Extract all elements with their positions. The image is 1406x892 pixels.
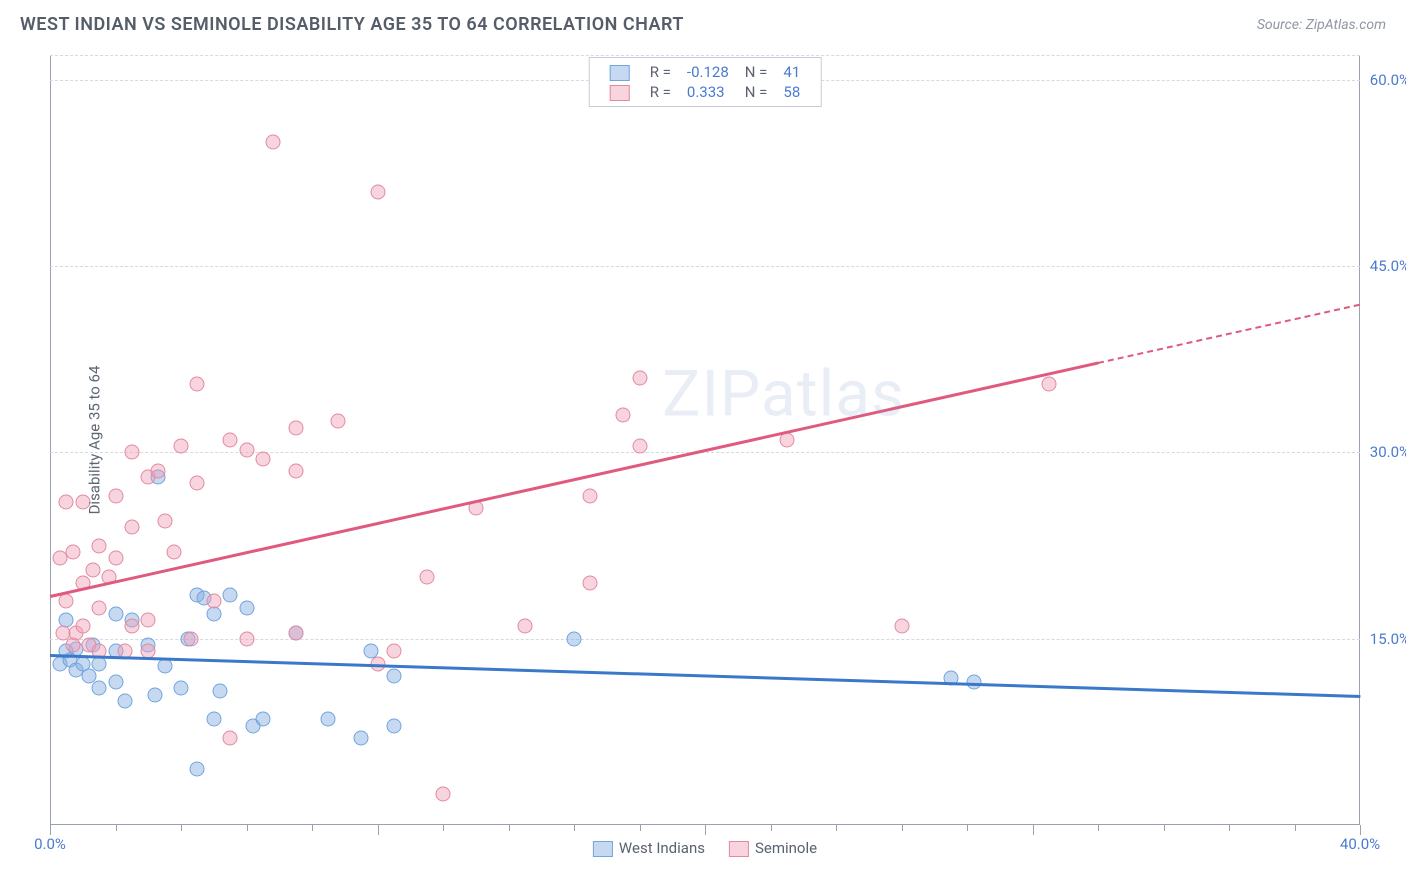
data-point — [436, 786, 451, 801]
data-point — [288, 420, 303, 435]
chart-area: 15.0%30.0%45.0%60.0%0.0%40.0% Disability… — [50, 55, 1360, 825]
data-point — [190, 762, 205, 777]
data-point — [321, 712, 336, 727]
data-point — [1041, 377, 1056, 392]
data-point — [167, 544, 182, 559]
data-point — [147, 687, 162, 702]
data-point — [108, 488, 123, 503]
y-tick-label: 15.0% — [1370, 630, 1406, 648]
data-point — [157, 513, 172, 528]
legend-n-value: 41 — [775, 62, 808, 82]
legend-item: Seminole — [729, 839, 817, 857]
data-point — [65, 544, 80, 559]
trend-line — [50, 654, 1360, 697]
data-point — [567, 631, 582, 646]
data-point — [108, 675, 123, 690]
data-point — [75, 619, 90, 634]
data-point — [419, 569, 434, 584]
data-point — [190, 377, 205, 392]
data-point — [223, 588, 238, 603]
y-tick-label: 30.0% — [1370, 443, 1406, 461]
y-axis-label: Disability Age 35 to 64 — [85, 366, 103, 515]
data-point — [288, 464, 303, 479]
data-point — [141, 613, 156, 628]
data-point — [370, 184, 385, 199]
trend-line — [1098, 303, 1360, 363]
data-point — [386, 668, 401, 683]
data-point — [59, 594, 74, 609]
data-point — [124, 619, 139, 634]
data-point — [616, 408, 631, 423]
legend-correlation: R =-0.128N =41 R =0.333N =58 — [589, 57, 822, 107]
data-point — [174, 681, 189, 696]
data-point — [85, 563, 100, 578]
data-point — [206, 712, 221, 727]
data-point — [386, 718, 401, 733]
data-point — [157, 659, 172, 674]
legend-r-value: -0.128 — [679, 62, 737, 82]
data-point — [151, 464, 166, 479]
legend-n-label: N = — [737, 62, 776, 82]
data-point — [124, 445, 139, 460]
x-tick-label: 0.0% — [34, 835, 66, 853]
legend-r-label: R = — [642, 82, 679, 102]
data-point — [239, 631, 254, 646]
data-point — [255, 712, 270, 727]
legend-n-value: 58 — [775, 82, 808, 102]
data-point — [583, 488, 598, 503]
plot-area: 15.0%30.0%45.0%60.0%0.0%40.0% — [50, 55, 1360, 825]
y-tick-label: 45.0% — [1370, 257, 1406, 275]
x-tick-label: 40.0% — [1340, 835, 1380, 853]
data-point — [213, 683, 228, 698]
data-point — [583, 575, 598, 590]
data-point — [108, 606, 123, 621]
source-attribution: Source: ZipAtlas.com — [1257, 17, 1386, 33]
data-point — [59, 495, 74, 510]
data-point — [190, 476, 205, 491]
data-point — [354, 731, 369, 746]
data-point — [92, 681, 107, 696]
legend-item: West Indians — [593, 839, 705, 857]
data-point — [265, 134, 280, 149]
legend-r-value: 0.333 — [679, 82, 737, 102]
data-point — [92, 538, 107, 553]
data-point — [223, 731, 238, 746]
data-point — [239, 442, 254, 457]
data-point — [174, 439, 189, 454]
data-point — [124, 519, 139, 534]
data-point — [206, 594, 221, 609]
data-point — [118, 693, 133, 708]
data-point — [779, 433, 794, 448]
data-point — [92, 600, 107, 615]
data-point — [288, 625, 303, 640]
data-point — [894, 619, 909, 634]
data-point — [331, 414, 346, 429]
legend-r-label: R = — [642, 62, 679, 82]
trend-line — [50, 362, 1099, 598]
data-point — [255, 451, 270, 466]
chart-title: WEST INDIAN VS SEMINOLE DISABILITY AGE 3… — [20, 14, 684, 35]
data-point — [183, 631, 198, 646]
data-point — [386, 644, 401, 659]
legend-series: West Indians Seminole — [593, 839, 817, 857]
y-tick-label: 60.0% — [1370, 71, 1406, 89]
data-point — [223, 433, 238, 448]
data-point — [517, 619, 532, 634]
data-point — [632, 370, 647, 385]
data-point — [239, 600, 254, 615]
legend-n-label: N = — [737, 82, 776, 102]
data-point — [108, 550, 123, 565]
data-point — [632, 439, 647, 454]
